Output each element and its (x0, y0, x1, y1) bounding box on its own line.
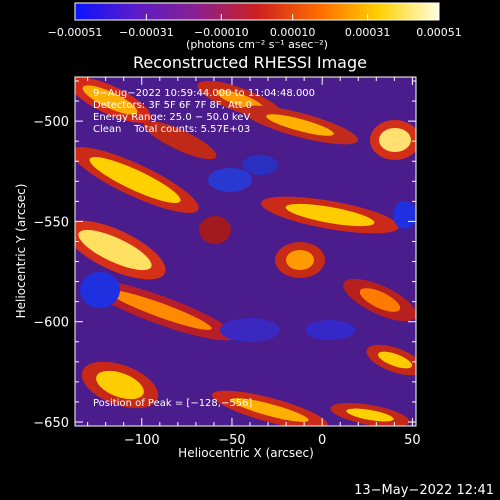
y-axis-label: Heliocentric Y (arcsec) (14, 184, 28, 319)
emission-blob (216, 89, 264, 111)
colorbar-tick-label: −0.00031 (119, 26, 174, 39)
x-tick-label: 50 (404, 433, 421, 448)
colorbar-tick-label: 0.00031 (345, 26, 391, 39)
chart-title: Reconstructed RHESSI Image (133, 53, 367, 72)
colorbar-tick-label: −0.00051 (48, 26, 103, 39)
emission-blob (379, 128, 411, 152)
annotation-detectors: Detectors: 3F 5F 6F 7F 8F, Att 0 (93, 100, 252, 111)
axis-ticks: −100 −50 0 50−650−600−550−500 (33, 77, 421, 448)
emission-blob (286, 250, 314, 270)
emission-blob (82, 85, 138, 115)
annotation-time-range: 9−Aug−2022 10:59:44.000 to 11:04:48.000 (93, 88, 315, 99)
emission-blob (231, 398, 309, 422)
emission-blob (285, 203, 375, 227)
emission-blob (80, 272, 120, 308)
x-tick-label: 0 (318, 433, 326, 448)
colorbar-tick-label: 0.00051 (416, 26, 462, 39)
y-tick-label: −500 (33, 115, 69, 130)
emission-blob (393, 201, 416, 229)
emission-blob (266, 114, 334, 136)
emission-blob (346, 408, 394, 422)
emission-blob (208, 168, 252, 192)
y-tick-label: −600 (33, 316, 69, 331)
emission-blob (96, 370, 144, 400)
emission-blob (305, 320, 355, 340)
y-tick-label: −650 (33, 416, 69, 431)
annotation-clean-counts: Clean Total counts: 5.57E+03 (93, 124, 250, 135)
footer-timestamp: 13−May−2022 12:41 (354, 483, 494, 498)
emission-blob (78, 229, 152, 271)
colorbar-tick-label: −0.00010 (194, 26, 249, 39)
peak-position-label: Position of Peak = [−128,−556] (93, 398, 252, 409)
y-tick-label: −550 (33, 215, 69, 230)
colorbar (74, 2, 440, 21)
emission-blob (199, 216, 231, 244)
emission-map (75, 77, 416, 426)
annotation-energy-range: Energy Range: 25.0 − 50.0 keV (93, 112, 250, 123)
colorbar-tick-label: 0.00010 (270, 26, 316, 39)
emission-blob (89, 157, 181, 203)
plot-frame (74, 76, 417, 427)
emission-blob (143, 120, 217, 160)
emission-blob (242, 155, 278, 175)
emission-blob (359, 288, 401, 312)
x-tick-label: −100 (124, 433, 160, 448)
emission-blob (220, 318, 280, 342)
emission-blob (108, 290, 212, 330)
emission-blob (377, 351, 413, 369)
x-axis-label: Heliocentric X (arcsec) (178, 446, 314, 460)
colorbar-units: (photons cm⁻² s⁻¹ asec⁻²) (186, 38, 328, 51)
x-tick-label: −50 (218, 433, 245, 448)
colorbar-ticks: −0.00051 −0.00031 −0.00010 0.00010 0.00031 0.… (48, 14, 462, 39)
